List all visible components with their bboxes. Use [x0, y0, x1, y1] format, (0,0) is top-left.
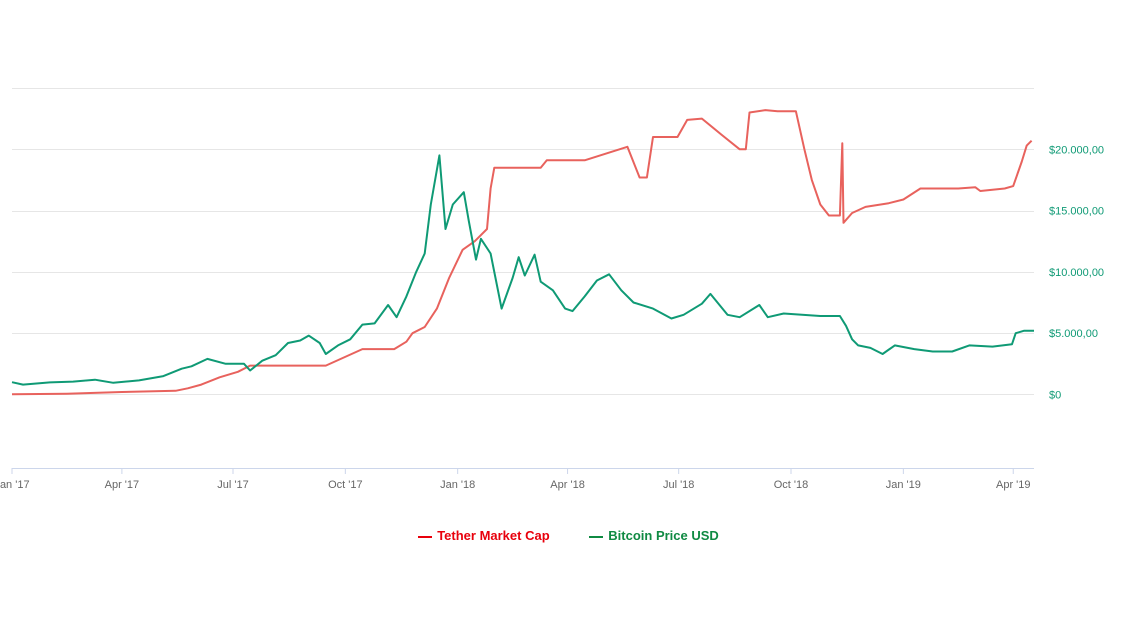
legend-label-bitcoin: Bitcoin Price USD — [608, 528, 719, 543]
x-tick-label: Jan '18 — [440, 479, 475, 491]
y-tick-label: $15.000,00 — [1049, 206, 1104, 218]
legend: Tether Market Cap Bitcoin Price USD — [0, 528, 1137, 543]
x-tick-label: Jan '19 — [886, 479, 921, 491]
series-lines — [11, 109, 1034, 396]
y-axis-labels: $0 $5.000,00 $10.000,00 $15.000,00 $20.000,0… — [1049, 144, 1104, 401]
legend-label-tether: Tether Market Cap — [437, 528, 550, 543]
series-line-tether — [11, 109, 1033, 396]
x-axis-labels: Jan '17 Apr '17 Jul '17 Oct '17 Jan '18 Apr '… — [0, 468, 1031, 491]
y-tick-label: $5.000,00 — [1049, 328, 1098, 340]
x-tick-label: Oct '17 — [328, 479, 363, 491]
legend-item-tether[interactable]: Tether Market Cap — [418, 528, 550, 543]
y-tick-label: $20.000,00 — [1049, 144, 1104, 156]
grid-lines — [12, 88, 1034, 469]
x-tick-label: Apr '17 — [105, 479, 140, 491]
x-tick-label: Apr '18 — [550, 479, 585, 491]
x-tick-label: Jul '17 — [217, 479, 248, 491]
x-tick-label: Jan '17 — [0, 479, 30, 491]
legend-swatch-bitcoin — [589, 535, 604, 538]
legend-swatch-tether — [418, 535, 433, 538]
x-tick-label: Oct '18 — [774, 479, 809, 491]
legend-item-bitcoin[interactable]: Bitcoin Price USD — [589, 528, 719, 543]
x-tick-label: Jul '18 — [663, 479, 694, 491]
y-tick-label: $10.000,00 — [1049, 267, 1104, 279]
series-line-bitcoin — [11, 154, 1034, 386]
x-tick-label: Apr '19 — [996, 479, 1031, 491]
y-tick-label: $0 — [1049, 389, 1061, 401]
